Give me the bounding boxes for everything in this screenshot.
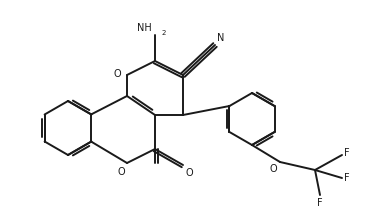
Text: O: O	[269, 164, 277, 174]
Text: O: O	[185, 168, 193, 178]
Text: O: O	[113, 69, 121, 79]
Text: F: F	[344, 148, 350, 158]
Text: N: N	[217, 33, 224, 43]
Text: F: F	[317, 198, 323, 208]
Text: F: F	[344, 173, 350, 183]
Text: 2: 2	[162, 30, 167, 36]
Text: NH: NH	[137, 23, 152, 33]
Text: O: O	[117, 167, 125, 177]
